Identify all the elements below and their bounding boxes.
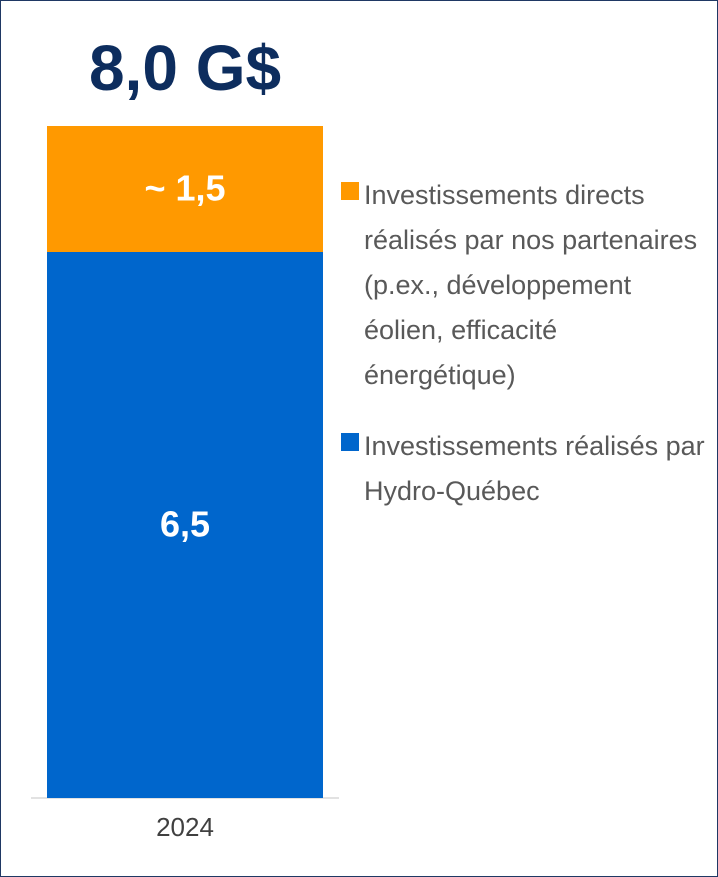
value-label: ~ 1,5 [144, 168, 225, 209]
legend-label: Investissements directs réalisés par nos… [364, 180, 698, 390]
value-label: 6,5 [160, 504, 210, 545]
legend-label: Investissements réalisés par Hydro-Québe… [364, 431, 705, 506]
legend: Investissements directs réalisés par nos… [341, 173, 711, 514]
bar-segment [47, 126, 323, 252]
chart-title: 8,0 G$ [89, 32, 281, 104]
legend-item: Investissements directs réalisés par nos… [341, 173, 711, 398]
legend-item: Investissements réalisés par Hydro-Québe… [341, 424, 711, 514]
legend-swatch [341, 182, 359, 200]
legend-swatch [341, 433, 359, 451]
bar-segment [47, 252, 323, 798]
x-tick-label: 2024 [156, 812, 214, 842]
